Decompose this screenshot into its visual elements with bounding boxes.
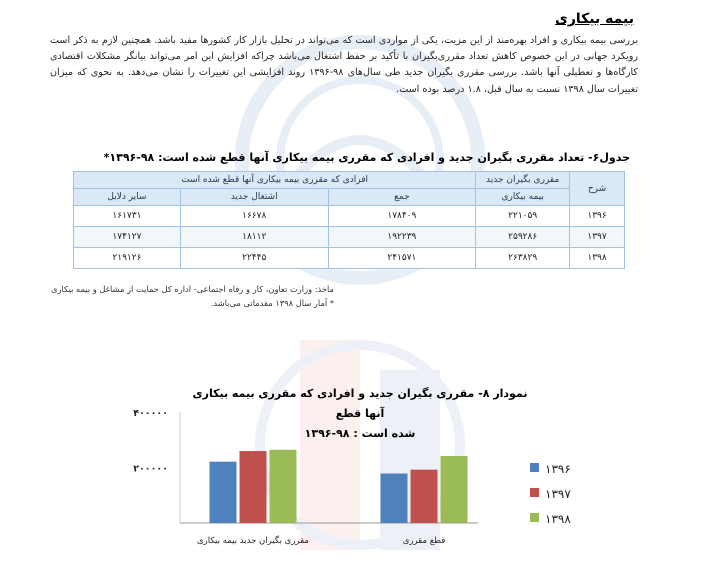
- legend-swatch: [530, 463, 539, 472]
- header-cut-group: افرادی که مقرری بیمه بیکاری آنها قطع شده…: [72, 171, 477, 189]
- table-row: ۱۳۹۷ ۲۵۹۲۸۶ ۱۹۲۲۳۹ ۱۸۱۱۲ ۱۷۴۱۲۷: [73, 226, 625, 248]
- section-title: بیمه بیکاری: [555, 11, 634, 27]
- y-tick-label: ۴۰۰۰۰۰: [133, 408, 168, 419]
- cell-year: ۱۳۹۸: [569, 247, 625, 269]
- cell-year: ۱۳۹۷: [569, 226, 625, 248]
- cell-other: ۲۱۹۱۲۶: [73, 247, 181, 269]
- bar: [239, 451, 267, 523]
- y-tick-label: ۲۰۰۰۰۰: [133, 464, 168, 475]
- header-employment: اشتغال جدید: [179, 188, 329, 206]
- header-new-sub: بیمه بیکاری: [475, 188, 571, 206]
- legend-label: ۱۳۹۸: [545, 512, 571, 526]
- cell-total: ۱۹۲۲۳۹: [327, 226, 477, 248]
- footnote-line: * آمار سال ۱۳۹۸ مقدماتی می‌باشد.: [210, 298, 334, 308]
- cell-new: ۲۵۹۲۸۶: [475, 226, 571, 248]
- bar: [440, 455, 468, 523]
- legend-label: ۱۳۹۶: [545, 462, 571, 476]
- data-table: شرح مقرری بگیران جدید افرادی که مقرری بی…: [72, 171, 625, 269]
- chart-title: نمودار ۸- مقرری بگیران جدید و افرادی که …: [186, 384, 534, 444]
- intro-paragraph: بررسی بیمه بیکاری و افراد بهره‌مند از ای…: [50, 35, 639, 95]
- bar: [410, 469, 438, 523]
- cell-new: ۲۲۱۰۵۹: [475, 205, 571, 227]
- legend-swatch: [530, 513, 539, 522]
- cell-total: ۲۴۱۵۷۱: [327, 247, 477, 269]
- table-caption: جدول۶- تعداد مقرری بگیران جدید و افرادی …: [103, 151, 630, 164]
- bar: [380, 473, 408, 523]
- header-new: مقرری بگیران جدید: [475, 171, 571, 189]
- cell-new: ۲۶۳۸۲۹: [475, 247, 571, 269]
- legend-label: ۱۳۹۷: [545, 487, 571, 501]
- cell-employment: ۲۲۴۴۵: [179, 247, 329, 269]
- category-label: مقرری بگیران جدید بیمه بیکاری: [197, 535, 309, 546]
- legend-swatch: [530, 488, 539, 497]
- source-line: ماخذ: وزارت تعاون، کار و رفاه اجتماعی- ا…: [51, 284, 334, 294]
- header-year: شرح: [569, 171, 625, 206]
- cell-employment: ۱۶۶۷۸: [179, 205, 329, 227]
- chart-title-line1: نمودار ۸- مقرری بگیران جدید و افرادی که …: [192, 387, 528, 420]
- chart-title-line2: شده است : ۹۸-۱۳۹۶: [304, 427, 416, 440]
- cell-year: ۱۳۹۶: [569, 205, 625, 227]
- table-source: ماخذ: وزارت تعاون، کار و رفاه اجتماعی- ا…: [51, 282, 334, 310]
- table-row: ۱۳۹۸ ۲۶۳۸۲۹ ۲۴۱۵۷۱ ۲۲۴۴۵ ۲۱۹۱۲۶: [73, 247, 625, 269]
- category-label: قطع مقرری: [403, 536, 446, 546]
- cell-other: ۱۶۱۷۳۱: [73, 205, 181, 227]
- bar: [209, 461, 237, 523]
- bar: [269, 449, 297, 523]
